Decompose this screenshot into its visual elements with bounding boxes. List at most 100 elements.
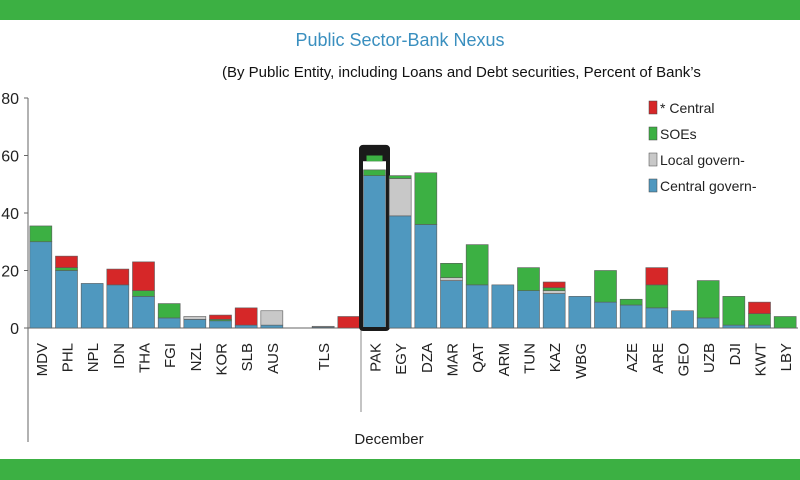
- x-tick-label: DZA: [419, 343, 436, 373]
- bar-segment: [491, 284, 515, 329]
- bar-segment: [645, 267, 669, 286]
- legend-swatch: [648, 100, 658, 115]
- x-tick-label: GEO: [676, 343, 693, 376]
- bar-segment: [234, 324, 258, 329]
- x-tick-label: KAZ: [547, 343, 564, 372]
- bar-segment: [183, 316, 207, 320]
- legend-swatch: [648, 178, 658, 193]
- bar-segment: [542, 293, 566, 329]
- highlight-marker: [366, 155, 383, 162]
- bar-segment: [748, 313, 771, 326]
- x-tick-label: AUS: [265, 343, 282, 374]
- bar-segment: [260, 310, 284, 326]
- bar-segment: [645, 307, 669, 329]
- x-axis-title: December: [354, 431, 423, 448]
- bar-segment: [619, 304, 643, 329]
- x-tick-label: NPL: [85, 343, 102, 372]
- bar-segment: [388, 178, 412, 217]
- bar-segment: [773, 316, 797, 329]
- bar-segment: [568, 296, 592, 329]
- bar-segment: [517, 290, 540, 329]
- bar-segment: [440, 263, 463, 278]
- legend-label: SOEs: [660, 126, 697, 142]
- bar-segment: [183, 319, 207, 329]
- bar-segment: [542, 290, 566, 294]
- bar-segment: [55, 255, 78, 268]
- x-tick-label: THA: [137, 343, 154, 373]
- bar-segment: [209, 314, 232, 320]
- bottom-banner: [0, 459, 800, 480]
- x-tick-label: MDV: [34, 343, 51, 376]
- chart-title: Public Sector-Bank Nexus: [295, 30, 505, 50]
- bar-segment: [465, 284, 489, 329]
- x-tick-label: ARM: [496, 343, 513, 376]
- bar-segment: [157, 317, 181, 329]
- bar-segment: [337, 316, 361, 329]
- y-tick-label: 80: [1, 91, 19, 108]
- bar-segment: [311, 325, 335, 328]
- bar-segment: [594, 301, 617, 329]
- y-tick-label: 40: [1, 206, 19, 223]
- legend-label: * Central: [660, 100, 714, 116]
- bar-segment: [594, 270, 617, 303]
- x-tick-label: KWT: [753, 343, 770, 376]
- bar-segment: [748, 301, 771, 314]
- y-tick-label: 0: [10, 321, 19, 338]
- bar-segment: [132, 261, 155, 291]
- bar-segment: [209, 320, 232, 329]
- x-tick-label: ARE: [650, 343, 667, 374]
- x-tick-label: DJI: [727, 343, 744, 366]
- bar-segment: [132, 296, 155, 329]
- bar-segment: [542, 287, 566, 291]
- bar-segment: [440, 280, 463, 329]
- bar-segment: [748, 324, 771, 329]
- axes: [24, 97, 798, 442]
- bar-segment: [722, 296, 746, 326]
- bar-segment: [671, 310, 694, 329]
- legend: * Central SOEs Local govern- Central govern…: [648, 100, 757, 194]
- bar-segment: [157, 303, 181, 319]
- x-tick-label: LBY: [778, 343, 795, 371]
- top-banner: [0, 0, 800, 20]
- x-tick-label: UZB: [701, 343, 718, 373]
- bar-segment: [542, 281, 566, 289]
- bar-segment: [414, 224, 438, 329]
- bar-segment: [722, 324, 746, 329]
- bar-segment: [388, 175, 412, 179]
- legend-swatch: [648, 126, 658, 141]
- legend-label: Central govern-: [660, 178, 757, 194]
- bar-segment: [363, 169, 386, 176]
- x-tick-label: WBG: [573, 343, 590, 379]
- bar-segment: [55, 267, 78, 271]
- bar-segment: [696, 280, 720, 319]
- x-tick-label: FGI: [162, 343, 179, 368]
- x-tick-label: MAR: [445, 343, 462, 377]
- x-tick-label: AZE: [624, 343, 641, 372]
- bar-segment: [55, 270, 78, 329]
- x-tick-label: SLB: [239, 343, 256, 371]
- bar-segment: [645, 284, 669, 309]
- bars: [29, 144, 797, 331]
- x-tick-label: PAK: [368, 343, 385, 372]
- bar-segment: [29, 241, 53, 329]
- x-tick-label: EGY: [393, 343, 410, 375]
- bar-segment: [619, 298, 643, 306]
- bar-segment: [414, 172, 438, 225]
- bar-segment: [106, 284, 130, 329]
- bar-segment: [363, 175, 386, 329]
- x-tick-label: TUN: [522, 343, 539, 374]
- x-tick-label: KOR: [214, 343, 231, 376]
- bar-segment: [106, 268, 130, 286]
- bar-segment: [260, 324, 284, 329]
- x-tick-label: QAT: [470, 343, 487, 373]
- legend-swatch: [648, 152, 658, 167]
- bar-segment: [234, 307, 258, 326]
- legend-label: Local govern-: [660, 152, 745, 168]
- y-tick-label: 60: [1, 149, 19, 166]
- bar-segment: [132, 290, 155, 297]
- bar-segment: [80, 283, 104, 329]
- x-tick-label: IDN: [111, 343, 128, 369]
- bar-segment: [29, 225, 53, 243]
- bar-segment: [465, 244, 489, 286]
